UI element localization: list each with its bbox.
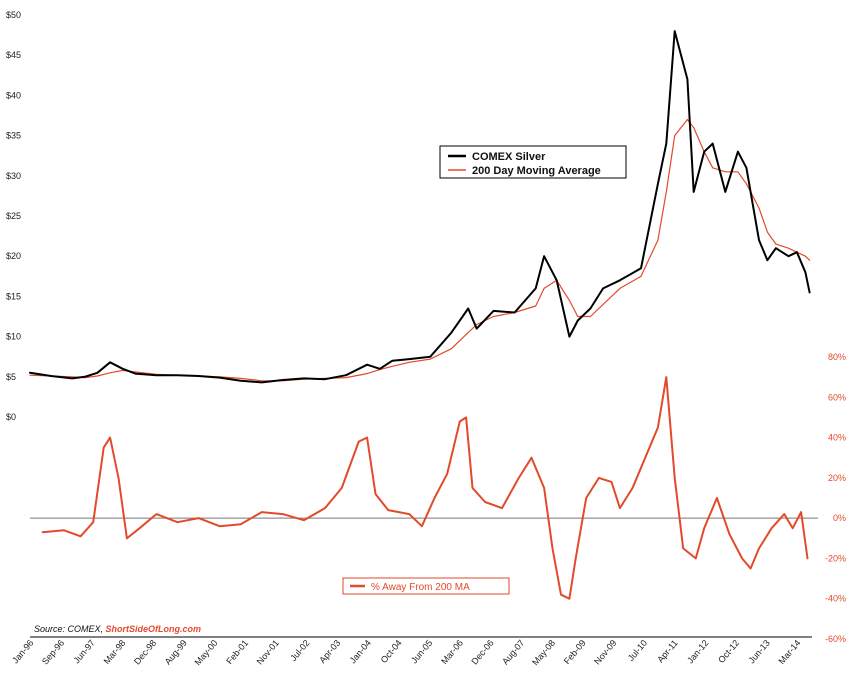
x-tick-label: Oct-12 xyxy=(716,638,741,665)
x-tick-label: Jun-97 xyxy=(72,638,97,666)
x-axis-ticks: Jan-96 Sep-96 Jun-97 Mar-98 Dec-98 Aug-99 May-… xyxy=(10,638,802,667)
x-tick-label: Mar-14 xyxy=(777,638,803,666)
x-tick-label: Jul-10 xyxy=(626,638,649,663)
bottom-y-tick-label: 60% xyxy=(828,392,846,402)
top-y-tick-label: $25 xyxy=(6,211,21,221)
bottom-y-tick-label: 0% xyxy=(833,513,846,523)
top-y-tick-label: $40 xyxy=(6,90,21,100)
legend-label-silver: COMEX Silver xyxy=(472,151,546,163)
x-tick-label: Mar-98 xyxy=(102,638,128,666)
top-y-tick-label: $10 xyxy=(6,332,21,342)
top-y-tick-label: $20 xyxy=(6,251,21,261)
x-tick-label: Aug-99 xyxy=(163,638,189,667)
x-tick-label: Nov-01 xyxy=(255,638,281,667)
series-layer xyxy=(29,30,811,600)
series-line-pct-away-from-ma xyxy=(41,376,809,600)
top-y-tick-label: $15 xyxy=(6,291,21,301)
bottom-y-tick-label: 40% xyxy=(828,433,846,443)
x-tick-label: Nov-09 xyxy=(592,638,618,667)
x-tick-label: Feb-09 xyxy=(562,638,588,666)
top-y-tick-label: $30 xyxy=(6,171,21,181)
x-tick-label: Feb-01 xyxy=(224,638,250,666)
x-tick-label: Sep-96 xyxy=(40,638,66,667)
legend-label-ma: 200 Day Moving Average xyxy=(472,165,601,177)
x-tick-label: Jan-12 xyxy=(685,638,710,666)
x-tick-label: Dec-06 xyxy=(469,638,495,667)
x-tick-label: Jun-05 xyxy=(409,638,434,666)
top-legend: COMEX Silver 200 Day Moving Average xyxy=(439,145,627,179)
top-legend-box xyxy=(439,145,627,179)
legend-label-pct: % Away From 200 MA xyxy=(371,582,470,593)
bottom-y-tick-label: 20% xyxy=(828,473,846,483)
source-prefix: Source: COMEX, xyxy=(34,624,106,634)
x-tick-label: Apr-11 xyxy=(655,638,680,665)
bottom-y-axis-ticks: -60% -40% -20% 0% 20% 40% 60% 80% xyxy=(825,352,846,644)
source-brand: ShortSideOfLong.com xyxy=(106,624,202,634)
x-tick-label: Oct-04 xyxy=(379,638,404,665)
x-tick-label: May-08 xyxy=(530,638,557,667)
top-y-tick-label: $5 xyxy=(6,372,16,382)
x-tick-label: Jan-96 xyxy=(10,638,35,666)
x-tick-label: Mar-06 xyxy=(439,638,465,666)
bottom-y-tick-label: -40% xyxy=(825,594,846,604)
source-note: Source: COMEX, ShortSideOfLong.com xyxy=(34,624,201,634)
bottom-legend-box xyxy=(342,577,510,595)
top-y-tick-label: $35 xyxy=(6,131,21,141)
bottom-y-tick-label: -20% xyxy=(825,553,846,563)
top-y-tick-label: $45 xyxy=(6,50,21,60)
x-tick-label: Dec-98 xyxy=(132,638,158,667)
x-tick-label: Jun-13 xyxy=(746,638,771,666)
x-tick-label: Aug-07 xyxy=(500,638,526,667)
x-tick-label: Jul-02 xyxy=(288,638,311,663)
top-y-tick-label: $50 xyxy=(6,10,21,20)
x-tick-label: Jan-04 xyxy=(348,638,373,666)
bottom-legend: % Away From 200 MA xyxy=(342,577,510,595)
x-tick-label: May-00 xyxy=(193,638,220,667)
x-tick-label: Apr-03 xyxy=(317,638,342,665)
top-y-axis-ticks: $0 $5 $10 $15 $20 $25 $30 $35 $40 $45 $50 xyxy=(6,10,21,422)
bottom-y-tick-label: 80% xyxy=(828,352,846,362)
bottom-y-tick-label: -60% xyxy=(825,634,846,644)
top-y-tick-label: $0 xyxy=(6,412,16,422)
series-line-comex-silver xyxy=(29,30,811,384)
